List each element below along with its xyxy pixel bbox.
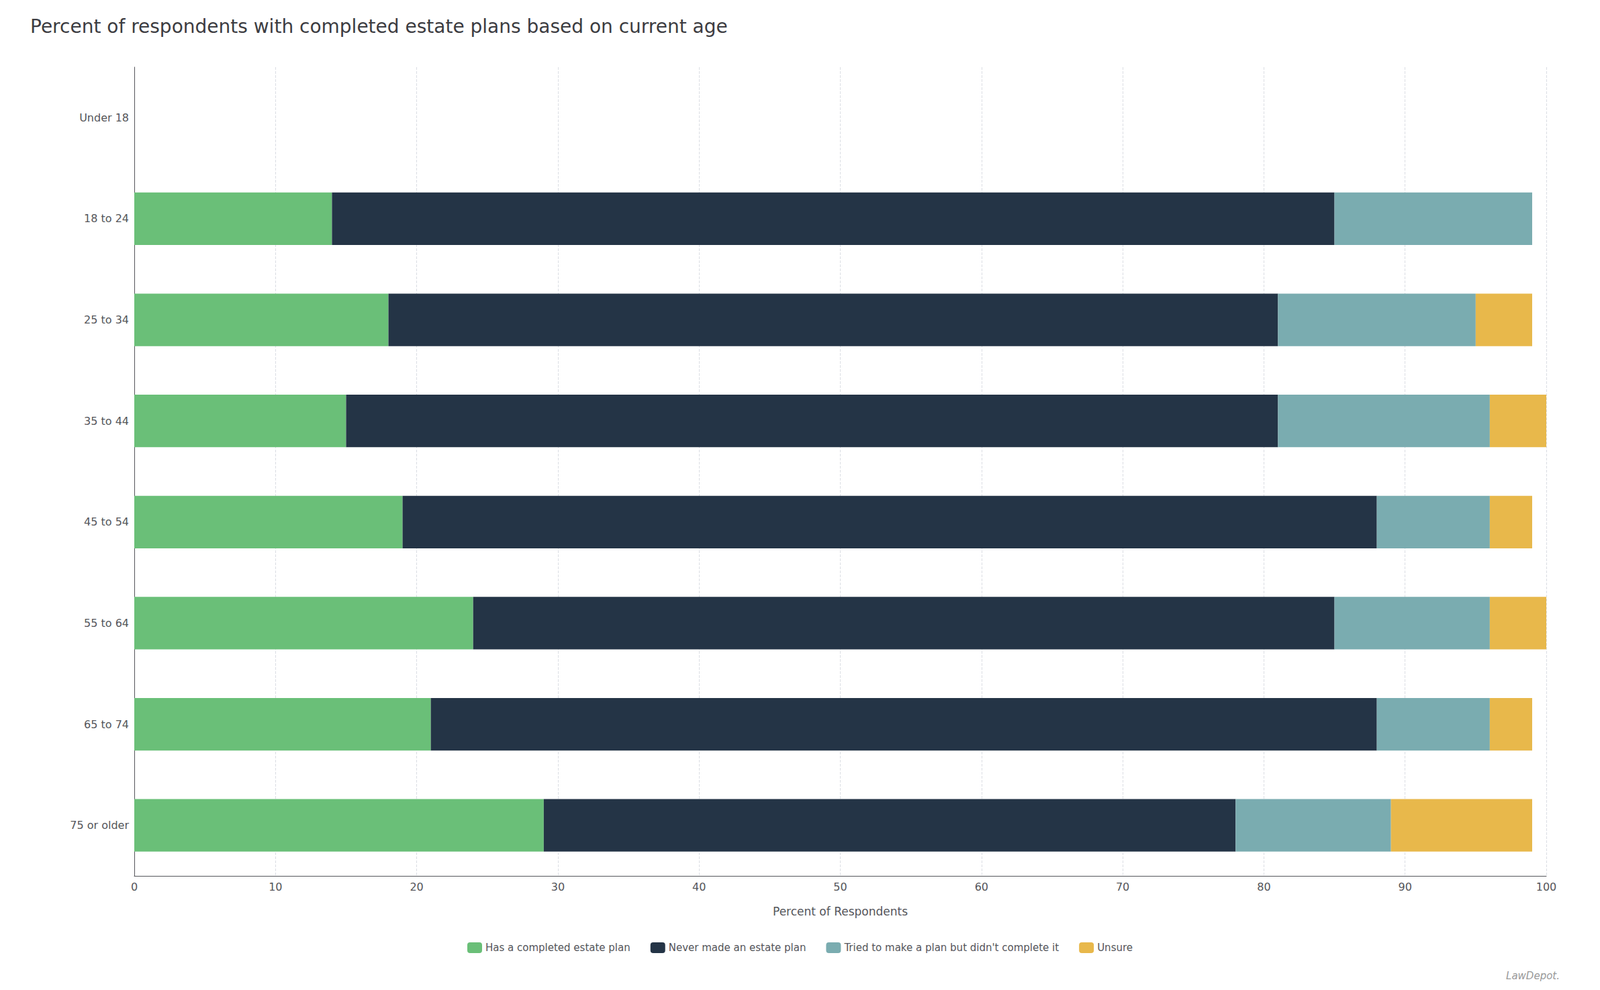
svg-text:40: 40 — [692, 880, 706, 894]
svg-text:65 to 74: 65 to 74 — [83, 718, 129, 732]
svg-text:35 to 44: 35 to 44 — [83, 414, 129, 428]
svg-text:Tried to make a plan but didn': Tried to make a plan but didn't complete… — [843, 942, 1059, 955]
svg-text:25 to 34: 25 to 34 — [83, 313, 129, 327]
svg-text:90: 90 — [1398, 880, 1413, 894]
svg-text:20: 20 — [409, 880, 423, 894]
svg-text:70: 70 — [1115, 880, 1130, 894]
svg-text:75 or older: 75 or older — [69, 819, 129, 832]
svg-text:LawDepot.: LawDepot. — [1506, 970, 1560, 983]
svg-text:Has a completed estate plan: Has a completed estate plan — [485, 942, 631, 955]
svg-text:18 to 24: 18 to 24 — [83, 212, 129, 225]
svg-text:Percent of Respondents: Percent of Respondents — [772, 905, 908, 919]
svg-text:100: 100 — [1536, 880, 1558, 894]
svg-text:Percent of respondents with co: Percent of respondents with completed es… — [30, 15, 728, 38]
svg-text:Under 18: Under 18 — [79, 111, 129, 125]
svg-text:0: 0 — [130, 880, 138, 894]
svg-text:30: 30 — [551, 880, 565, 894]
svg-text:50: 50 — [833, 880, 847, 894]
svg-text:10: 10 — [268, 880, 282, 894]
svg-text:Unsure: Unsure — [1097, 942, 1133, 955]
svg-text:Never made an estate plan: Never made an estate plan — [668, 942, 807, 955]
svg-text:80: 80 — [1256, 880, 1271, 894]
svg-text:60: 60 — [974, 880, 989, 894]
svg-text:55 to 64: 55 to 64 — [83, 617, 129, 630]
svg-text:45 to 54: 45 to 54 — [83, 515, 129, 529]
